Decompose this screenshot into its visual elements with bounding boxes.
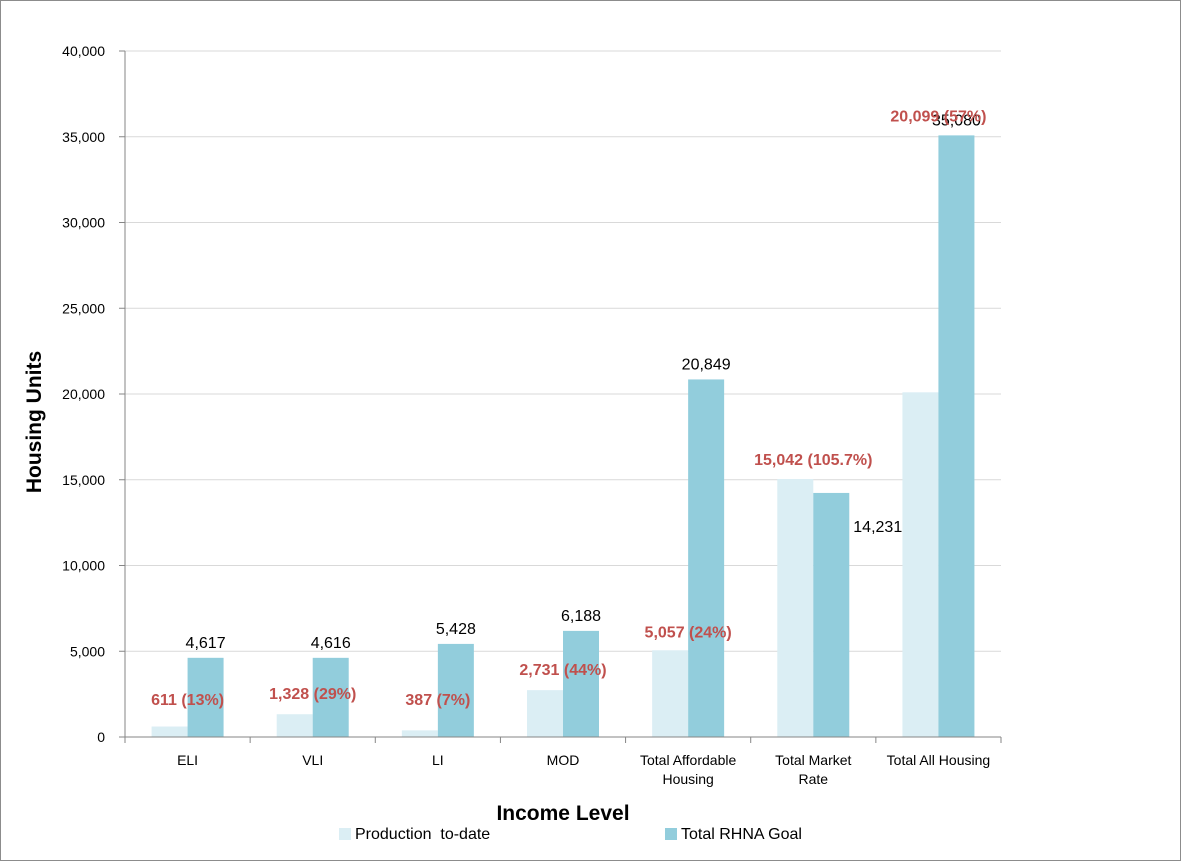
bar-production bbox=[276, 714, 313, 737]
legend-swatch-rhna-goal bbox=[665, 828, 677, 840]
data-label-rhna-goal: 4,616 bbox=[311, 635, 351, 652]
x-tick-label: Total Affordable bbox=[640, 752, 736, 768]
bars bbox=[151, 135, 975, 738]
y-tick-label: 15,000 bbox=[62, 472, 105, 488]
gridlines bbox=[125, 50, 1001, 652]
x-tick-label: VLI bbox=[302, 752, 323, 768]
bar-rhna-goal bbox=[187, 657, 224, 737]
data-label-production: 5,057 (24%) bbox=[645, 624, 732, 641]
bar-rhna-goal bbox=[813, 492, 850, 737]
x-tick-label: MOD bbox=[547, 752, 580, 768]
bar-rhna-goal bbox=[938, 135, 975, 738]
x-axis-ticks: ELI VLI LI MOD Total Affordable Housing Total … bbox=[124, 737, 1002, 787]
data-label-production: 1,328 (29%) bbox=[269, 686, 356, 703]
x-tick-label: ELI bbox=[177, 752, 198, 768]
data-label-rhna-goal: 35,080 bbox=[932, 112, 981, 129]
legend: Production to-date Total RHNA Goal bbox=[339, 826, 802, 843]
y-tick-label: 40,000 bbox=[62, 43, 105, 59]
data-label-rhna-goal: 4,617 bbox=[186, 635, 226, 652]
bar-rhna-goal bbox=[312, 657, 349, 737]
data-labels: 4,617 611 (13%) 4,616 1,328 (29%) 5,428 387 (… bbox=[151, 108, 986, 709]
bar-production bbox=[151, 726, 188, 737]
bar-rhna-goal bbox=[563, 630, 599, 737]
data-label-rhna-goal: 6,188 bbox=[561, 608, 601, 625]
y-tick-label: 0 bbox=[97, 729, 105, 745]
bar-production bbox=[401, 730, 438, 737]
bar-rhna-goal bbox=[688, 379, 725, 737]
bar-rhna-goal bbox=[437, 643, 474, 737]
x-axis-title: Income Level bbox=[496, 802, 629, 825]
x-tick-label: Rate bbox=[798, 771, 828, 787]
y-tick-label: 30,000 bbox=[62, 215, 105, 231]
legend-swatch-production bbox=[339, 828, 351, 840]
data-label-production: 2,731 (44%) bbox=[519, 662, 606, 679]
y-axis-ticks: 0 5,000 10,000 15,000 20,000 25,000 30,000 35,0… bbox=[62, 43, 125, 745]
x-tick-label: Total All Housing bbox=[887, 752, 991, 768]
data-label-production: 20,099 (57%) bbox=[890, 108, 986, 125]
data-label-rhna-goal: 14,231 bbox=[853, 519, 902, 536]
y-axis-title: Housing Units bbox=[23, 351, 46, 493]
bar-production bbox=[652, 650, 689, 737]
x-tick-label: LI bbox=[432, 752, 444, 768]
data-label-production: 387 (7%) bbox=[405, 692, 470, 709]
legend-label-production: Production to-date bbox=[355, 826, 490, 843]
y-tick-label: 20,000 bbox=[62, 386, 105, 402]
legend-label-rhna-goal: Total RHNA Goal bbox=[681, 826, 802, 843]
y-tick-label: 5,000 bbox=[70, 643, 105, 659]
x-tick-label: Housing bbox=[662, 771, 713, 787]
data-label-rhna-goal: 5,428 bbox=[436, 621, 476, 638]
bar-production bbox=[527, 690, 563, 737]
data-label-production: 15,042 (105.7%) bbox=[754, 452, 872, 469]
data-label-production: 611 (13%) bbox=[151, 692, 224, 709]
y-tick-label: 25,000 bbox=[62, 300, 105, 316]
x-tick-label: Total Market bbox=[775, 752, 851, 768]
bar-production bbox=[902, 392, 939, 737]
data-label-rhna-goal: 20,849 bbox=[682, 356, 731, 373]
y-tick-label: 10,000 bbox=[62, 558, 105, 574]
bar-production bbox=[777, 479, 814, 737]
y-tick-label: 35,000 bbox=[62, 129, 105, 145]
